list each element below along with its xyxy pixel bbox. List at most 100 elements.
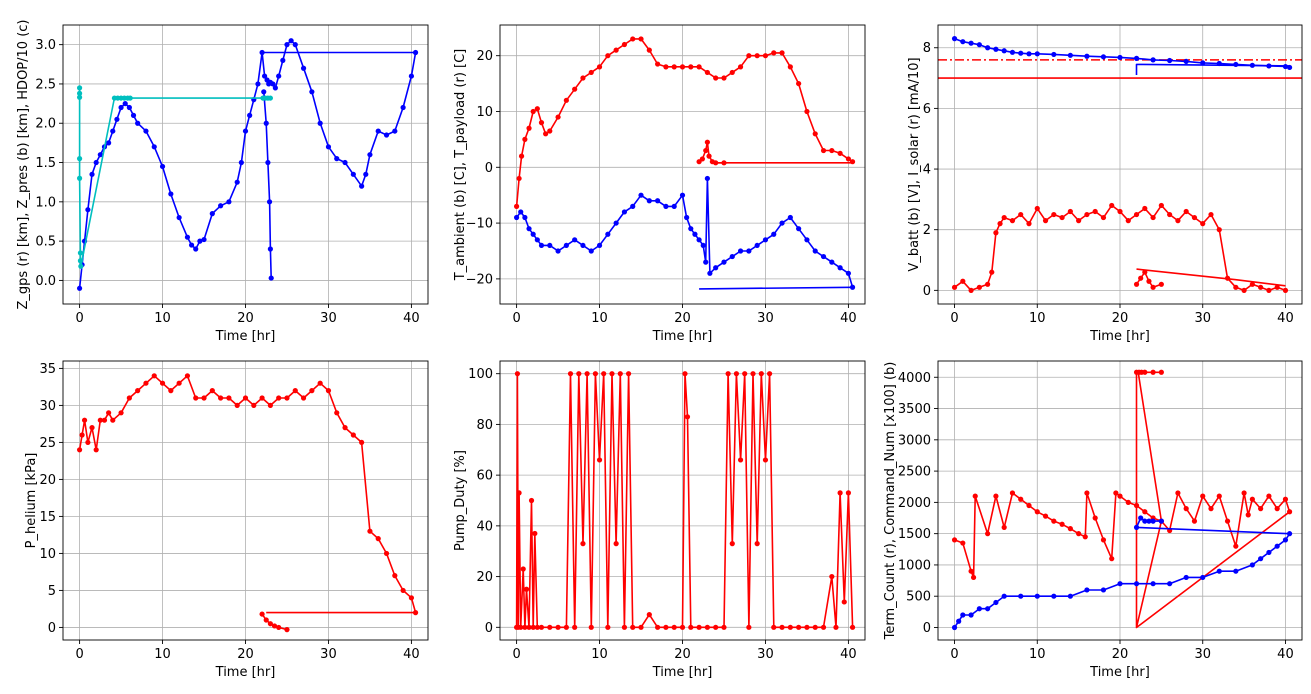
data-point — [837, 150, 843, 156]
series-4-line — [78, 87, 271, 268]
data-point — [530, 624, 536, 630]
data-point — [106, 140, 112, 146]
data-point — [779, 50, 785, 56]
series-group — [951, 369, 1293, 631]
data-point — [1266, 549, 1272, 556]
data-point — [85, 439, 91, 446]
data-point — [613, 47, 619, 53]
y-axis-label: P_helium [kPa] — [24, 453, 39, 549]
data-point — [513, 214, 520, 221]
data-point — [135, 120, 141, 126]
data-point — [547, 128, 553, 134]
data-point — [951, 624, 958, 631]
data-point — [534, 237, 540, 243]
data-point — [201, 236, 207, 243]
data-point — [309, 89, 315, 95]
data-point — [605, 53, 611, 59]
data-point — [118, 104, 124, 111]
data-point — [1233, 61, 1239, 68]
subplot-3: 0 10 20 30 40 0 2 4 6 8 Time [hr] V_batt (b) [V], I… — [907, 24, 1303, 344]
data-point — [530, 231, 536, 237]
x-tick-label: 40 — [403, 311, 420, 326]
data-point — [1042, 218, 1049, 224]
data-point — [193, 246, 199, 252]
data-point — [1051, 51, 1057, 58]
y-tick-label: 2.5 — [35, 77, 56, 92]
series-4-line — [953, 533, 1291, 628]
y-axis-label: Pump_Duty [%] — [453, 450, 468, 551]
subplot-2: 0 10 20 30 40 −20 −10 0 10 20 Time [hr] T_ambient (… — [453, 24, 866, 344]
data-point — [1034, 509, 1040, 515]
data-point — [713, 624, 719, 630]
data-point — [272, 85, 278, 91]
data-point — [76, 285, 83, 291]
x-tick-label: 0 — [75, 311, 83, 326]
data-point — [1001, 214, 1007, 221]
data-point — [130, 112, 137, 118]
y-tick-label: 8 — [923, 41, 931, 56]
data-point — [218, 395, 224, 401]
data-point — [400, 587, 406, 594]
data-point — [267, 402, 273, 409]
data-point — [771, 50, 777, 56]
data-point — [1191, 518, 1198, 524]
data-point — [261, 89, 267, 95]
x-tick-label: 30 — [320, 647, 337, 662]
data-point — [820, 253, 827, 260]
data-point — [1274, 284, 1280, 290]
data-point — [679, 64, 686, 70]
data-point — [317, 380, 323, 386]
data-point — [530, 108, 536, 115]
data-point — [555, 114, 561, 120]
data-point — [646, 612, 652, 618]
data-point — [671, 203, 677, 209]
y-tick-label: 60 — [476, 469, 493, 484]
data-point — [796, 80, 802, 87]
x-tick-label: 30 — [757, 647, 774, 662]
data-point — [733, 371, 740, 377]
data-point — [572, 86, 578, 92]
data-point — [523, 586, 530, 592]
data-point — [1138, 515, 1144, 521]
data-point — [630, 203, 636, 209]
data-point — [630, 36, 636, 42]
data-point — [1216, 568, 1222, 574]
data-point — [1092, 515, 1098, 521]
data-point — [742, 371, 748, 377]
data-point — [737, 248, 744, 254]
x-tick-label: 10 — [1029, 311, 1046, 326]
data-point — [518, 624, 524, 630]
data-point — [1200, 60, 1206, 66]
y-tick-label: 20 — [476, 570, 493, 585]
x-tick-label: 0 — [75, 647, 83, 662]
data-point — [787, 624, 793, 630]
data-point — [621, 624, 628, 630]
data-point — [270, 81, 276, 87]
data-point — [392, 573, 398, 579]
data-point — [713, 265, 719, 271]
data-point — [837, 265, 843, 271]
data-point — [1274, 543, 1280, 549]
data-point — [1113, 490, 1119, 496]
x-tick-label: 0 — [512, 311, 520, 326]
data-point — [621, 209, 628, 215]
data-point — [522, 624, 528, 630]
y-tick-label: 4000 — [898, 371, 931, 386]
data-point — [538, 242, 545, 249]
data-point — [696, 64, 702, 70]
data-point — [288, 38, 294, 44]
data-point — [114, 116, 120, 122]
data-point — [1001, 48, 1007, 54]
y-tick-label: 30 — [39, 399, 56, 414]
data-point — [76, 175, 83, 181]
data-point — [78, 263, 84, 269]
data-point — [1138, 275, 1144, 281]
data-point — [684, 414, 691, 420]
data-point — [1133, 211, 1140, 218]
data-point — [522, 136, 528, 142]
data-point — [135, 388, 141, 394]
data-point — [976, 606, 982, 612]
data-point — [1150, 284, 1156, 290]
data-point — [762, 237, 769, 243]
data-point — [1084, 211, 1090, 218]
